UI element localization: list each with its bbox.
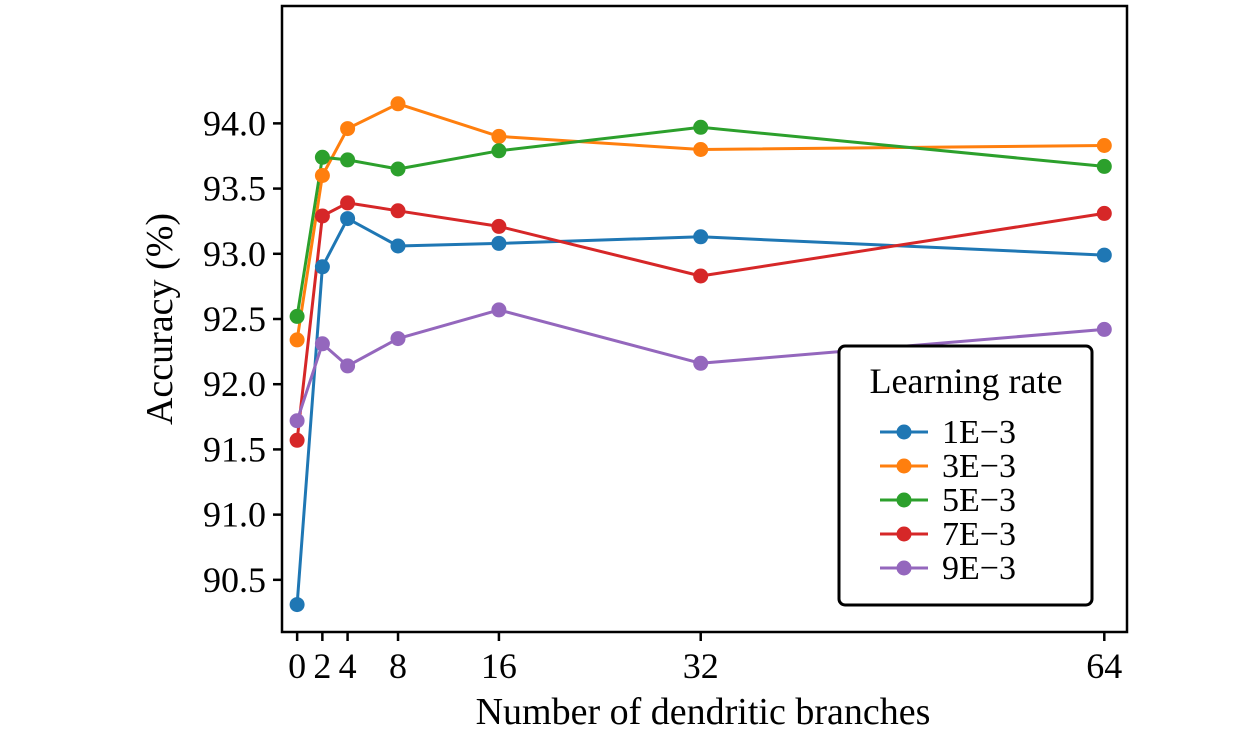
- data-point-series-5: [1096, 321, 1112, 337]
- data-point-series-4: [289, 432, 305, 448]
- legend-label: 1E−3: [942, 414, 1016, 451]
- data-point-series-5: [289, 413, 305, 429]
- legend-swatch-marker: [896, 560, 912, 576]
- data-point-series-5: [390, 331, 406, 347]
- data-point-series-3: [491, 143, 507, 159]
- y-tick-label: 91.0: [203, 495, 266, 535]
- data-point-series-4: [1096, 205, 1112, 221]
- data-point-series-1: [314, 259, 330, 275]
- x-tick-label: 4: [339, 646, 357, 686]
- x-tick-label: 64: [1086, 646, 1122, 686]
- x-tick-label: 8: [389, 646, 407, 686]
- legend-swatch-marker: [896, 458, 912, 474]
- data-point-series-5: [314, 336, 330, 352]
- y-tick-label: 93.5: [203, 169, 266, 209]
- data-point-series-1: [340, 211, 356, 227]
- data-point-series-2: [314, 168, 330, 183]
- legend-swatch-marker: [896, 526, 912, 542]
- data-point-series-3: [693, 119, 709, 135]
- y-tick-label: 93.0: [203, 234, 266, 274]
- x-axis-label: Number of dendritic branches: [476, 691, 931, 733]
- data-point-series-3: [390, 161, 406, 177]
- data-point-series-4: [314, 208, 330, 224]
- x-tick-label: 2: [313, 646, 331, 686]
- y-tick-label: 94.0: [203, 103, 266, 143]
- data-point-series-1: [390, 238, 406, 254]
- y-tick-label: 91.5: [203, 429, 266, 469]
- y-tick-label: 92.0: [203, 364, 266, 404]
- x-axis: 0 2 4 8 16 32 64: [288, 632, 1122, 686]
- x-tick-label: 32: [683, 646, 719, 686]
- data-point-series-2: [340, 121, 356, 137]
- data-point-series-3: [314, 149, 330, 165]
- data-point-series-5: [693, 355, 709, 371]
- y-tick-label: 90.5: [203, 560, 266, 600]
- data-point-series-1: [693, 229, 709, 245]
- series-line-2: [295, 102, 1105, 341]
- data-point-series-3: [1096, 158, 1112, 174]
- data-point-series-5: [340, 358, 356, 374]
- data-point-series-4: [491, 218, 507, 234]
- y-tick-label: 92.5: [203, 299, 266, 339]
- data-point-series-1: [491, 235, 507, 251]
- legend-label: 9E−3: [942, 550, 1016, 587]
- data-point-series-2: [289, 332, 305, 348]
- legend-swatch-marker: [896, 492, 912, 508]
- data-point-series-3: [289, 308, 305, 324]
- x-tick-label: 0: [288, 646, 306, 686]
- legend-title: Learning rate: [870, 361, 1063, 401]
- data-point-series-2: [693, 142, 709, 157]
- data-point-series-5: [491, 302, 507, 318]
- data-point-series-3: [340, 152, 356, 168]
- legend-label: 7E−3: [942, 516, 1016, 553]
- data-point-series-4: [693, 268, 709, 284]
- y-axis-label: Accuracy (%): [139, 213, 181, 425]
- legend-swatch-marker: [896, 424, 912, 440]
- legend-label: 3E−3: [942, 448, 1016, 485]
- legend-label: 5E−3: [942, 482, 1016, 519]
- series-layer: [289, 96, 1112, 613]
- x-tick-label: 16: [481, 646, 517, 686]
- data-point-series-1: [1096, 247, 1112, 263]
- data-point-series-2: [1096, 138, 1112, 153]
- legend-items: 1E−33E−35E−37E−39E−3: [880, 414, 1016, 587]
- data-point-series-4: [340, 195, 356, 211]
- data-point-series-1: [289, 597, 305, 613]
- data-point-series-2: [390, 96, 406, 112]
- data-point-series-4: [390, 203, 406, 219]
- legend: Learning rate 1E−33E−35E−37E−39E−3: [837, 344, 1094, 607]
- data-point-series-2: [491, 128, 507, 144]
- y-axis: 90.5 91.0 91.5 92.0 92.5 93.0 93.5 94.0: [203, 103, 282, 600]
